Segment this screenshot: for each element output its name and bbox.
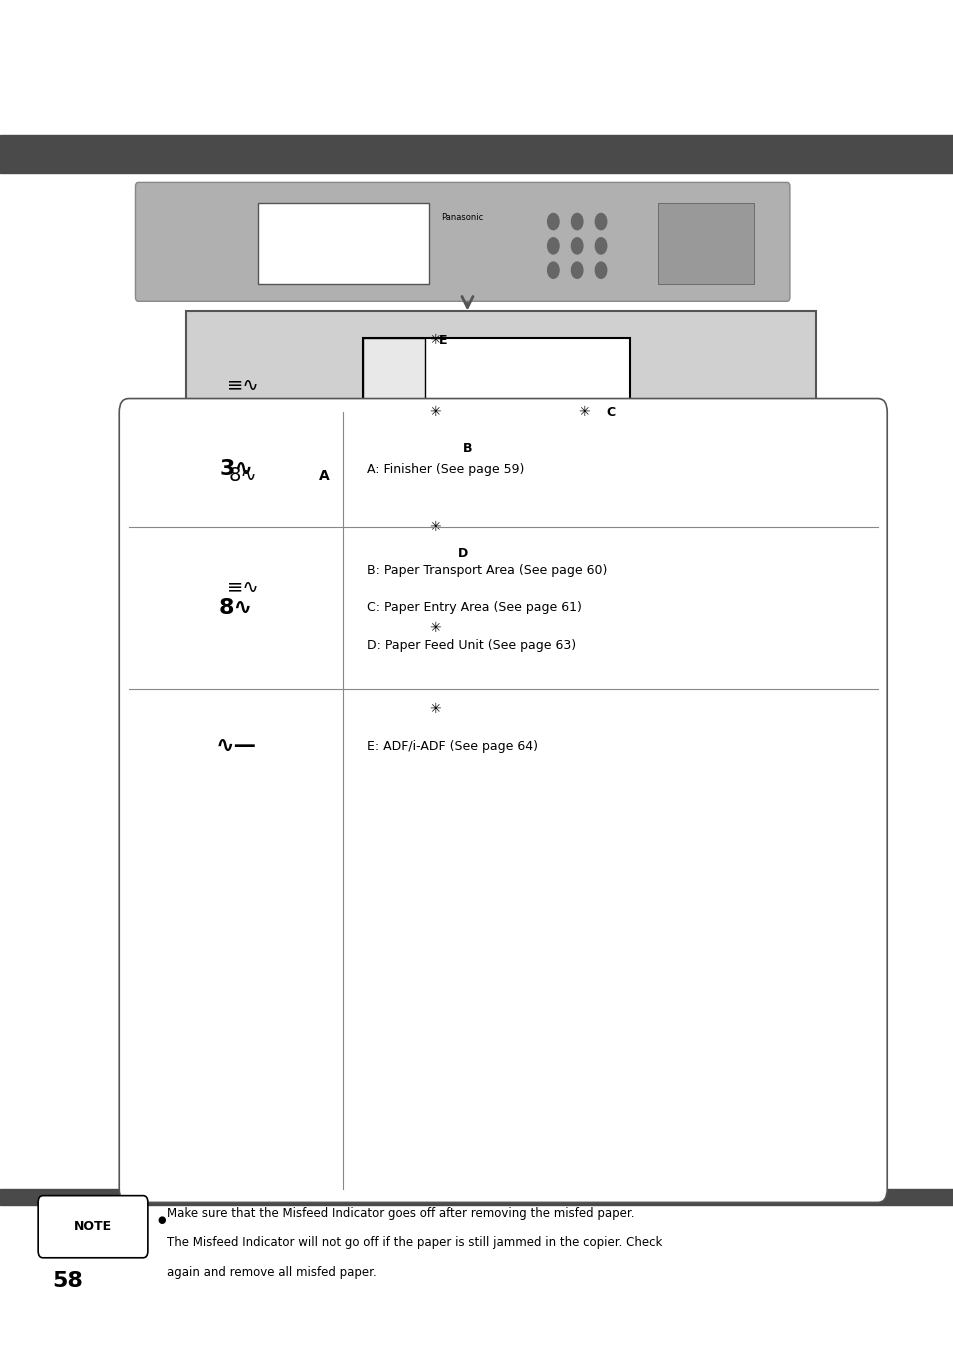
Circle shape: [595, 238, 606, 254]
Bar: [0, 1189, 953, 1205]
Text: D: D: [457, 547, 467, 561]
Text: 8∿: 8∿: [229, 466, 257, 485]
Text: A: Finisher (See page 59): A: Finisher (See page 59): [367, 463, 524, 476]
Text: ✳: ✳: [429, 621, 440, 635]
Circle shape: [595, 213, 606, 230]
Text: ≡∿: ≡∿: [227, 578, 259, 597]
Text: ✳: ✳: [429, 405, 440, 419]
Text: ✳: ✳: [578, 405, 589, 419]
Bar: [362, 338, 424, 716]
Text: A: A: [318, 469, 330, 482]
Circle shape: [547, 213, 558, 230]
Text: E: ADF/i-ADF (See page 64): E: ADF/i-ADF (See page 64): [367, 740, 537, 753]
Bar: [658, 203, 753, 284]
Text: 8∿: 8∿: [219, 598, 253, 617]
Text: NOTE: NOTE: [73, 1220, 112, 1233]
Text: B: B: [462, 442, 472, 455]
Text: 3∿: 3∿: [219, 459, 253, 480]
Circle shape: [547, 238, 558, 254]
Text: Panasonic: Panasonic: [441, 213, 483, 222]
Circle shape: [571, 213, 582, 230]
FancyBboxPatch shape: [38, 1196, 148, 1258]
Circle shape: [571, 262, 582, 278]
Text: E: E: [439, 334, 447, 347]
Text: ≡∿: ≡∿: [227, 376, 259, 394]
Text: C: C: [605, 405, 615, 419]
Text: B: Paper Transport Area (See page 60): B: Paper Transport Area (See page 60): [367, 563, 607, 577]
FancyBboxPatch shape: [135, 182, 789, 301]
Text: The Misfeed Indicator will not go off if the paper is still jammed in the copier: The Misfeed Indicator will not go off if…: [167, 1236, 661, 1250]
Text: ✳: ✳: [429, 703, 440, 716]
Text: 58: 58: [52, 1271, 83, 1290]
Bar: [0, 135, 953, 173]
Bar: [186, 311, 815, 757]
FancyBboxPatch shape: [119, 399, 886, 1202]
Circle shape: [595, 262, 606, 278]
Text: D: Paper Feed Unit (See page 63): D: Paper Feed Unit (See page 63): [367, 639, 576, 653]
Text: Make sure that the Misfeed Indicator goes off after removing the misfed paper.: Make sure that the Misfeed Indicator goe…: [167, 1206, 634, 1220]
Text: ∿—: ∿—: [215, 736, 256, 757]
Text: again and remove all misfed paper.: again and remove all misfed paper.: [167, 1266, 376, 1279]
Bar: [257, 203, 429, 284]
Text: ✳: ✳: [429, 334, 440, 347]
Circle shape: [571, 238, 582, 254]
Text: C: Paper Entry Area (See page 61): C: Paper Entry Area (See page 61): [367, 601, 581, 615]
Circle shape: [547, 262, 558, 278]
Text: ●: ●: [157, 1215, 166, 1225]
Text: ✳: ✳: [429, 520, 440, 534]
Bar: [362, 338, 629, 716]
